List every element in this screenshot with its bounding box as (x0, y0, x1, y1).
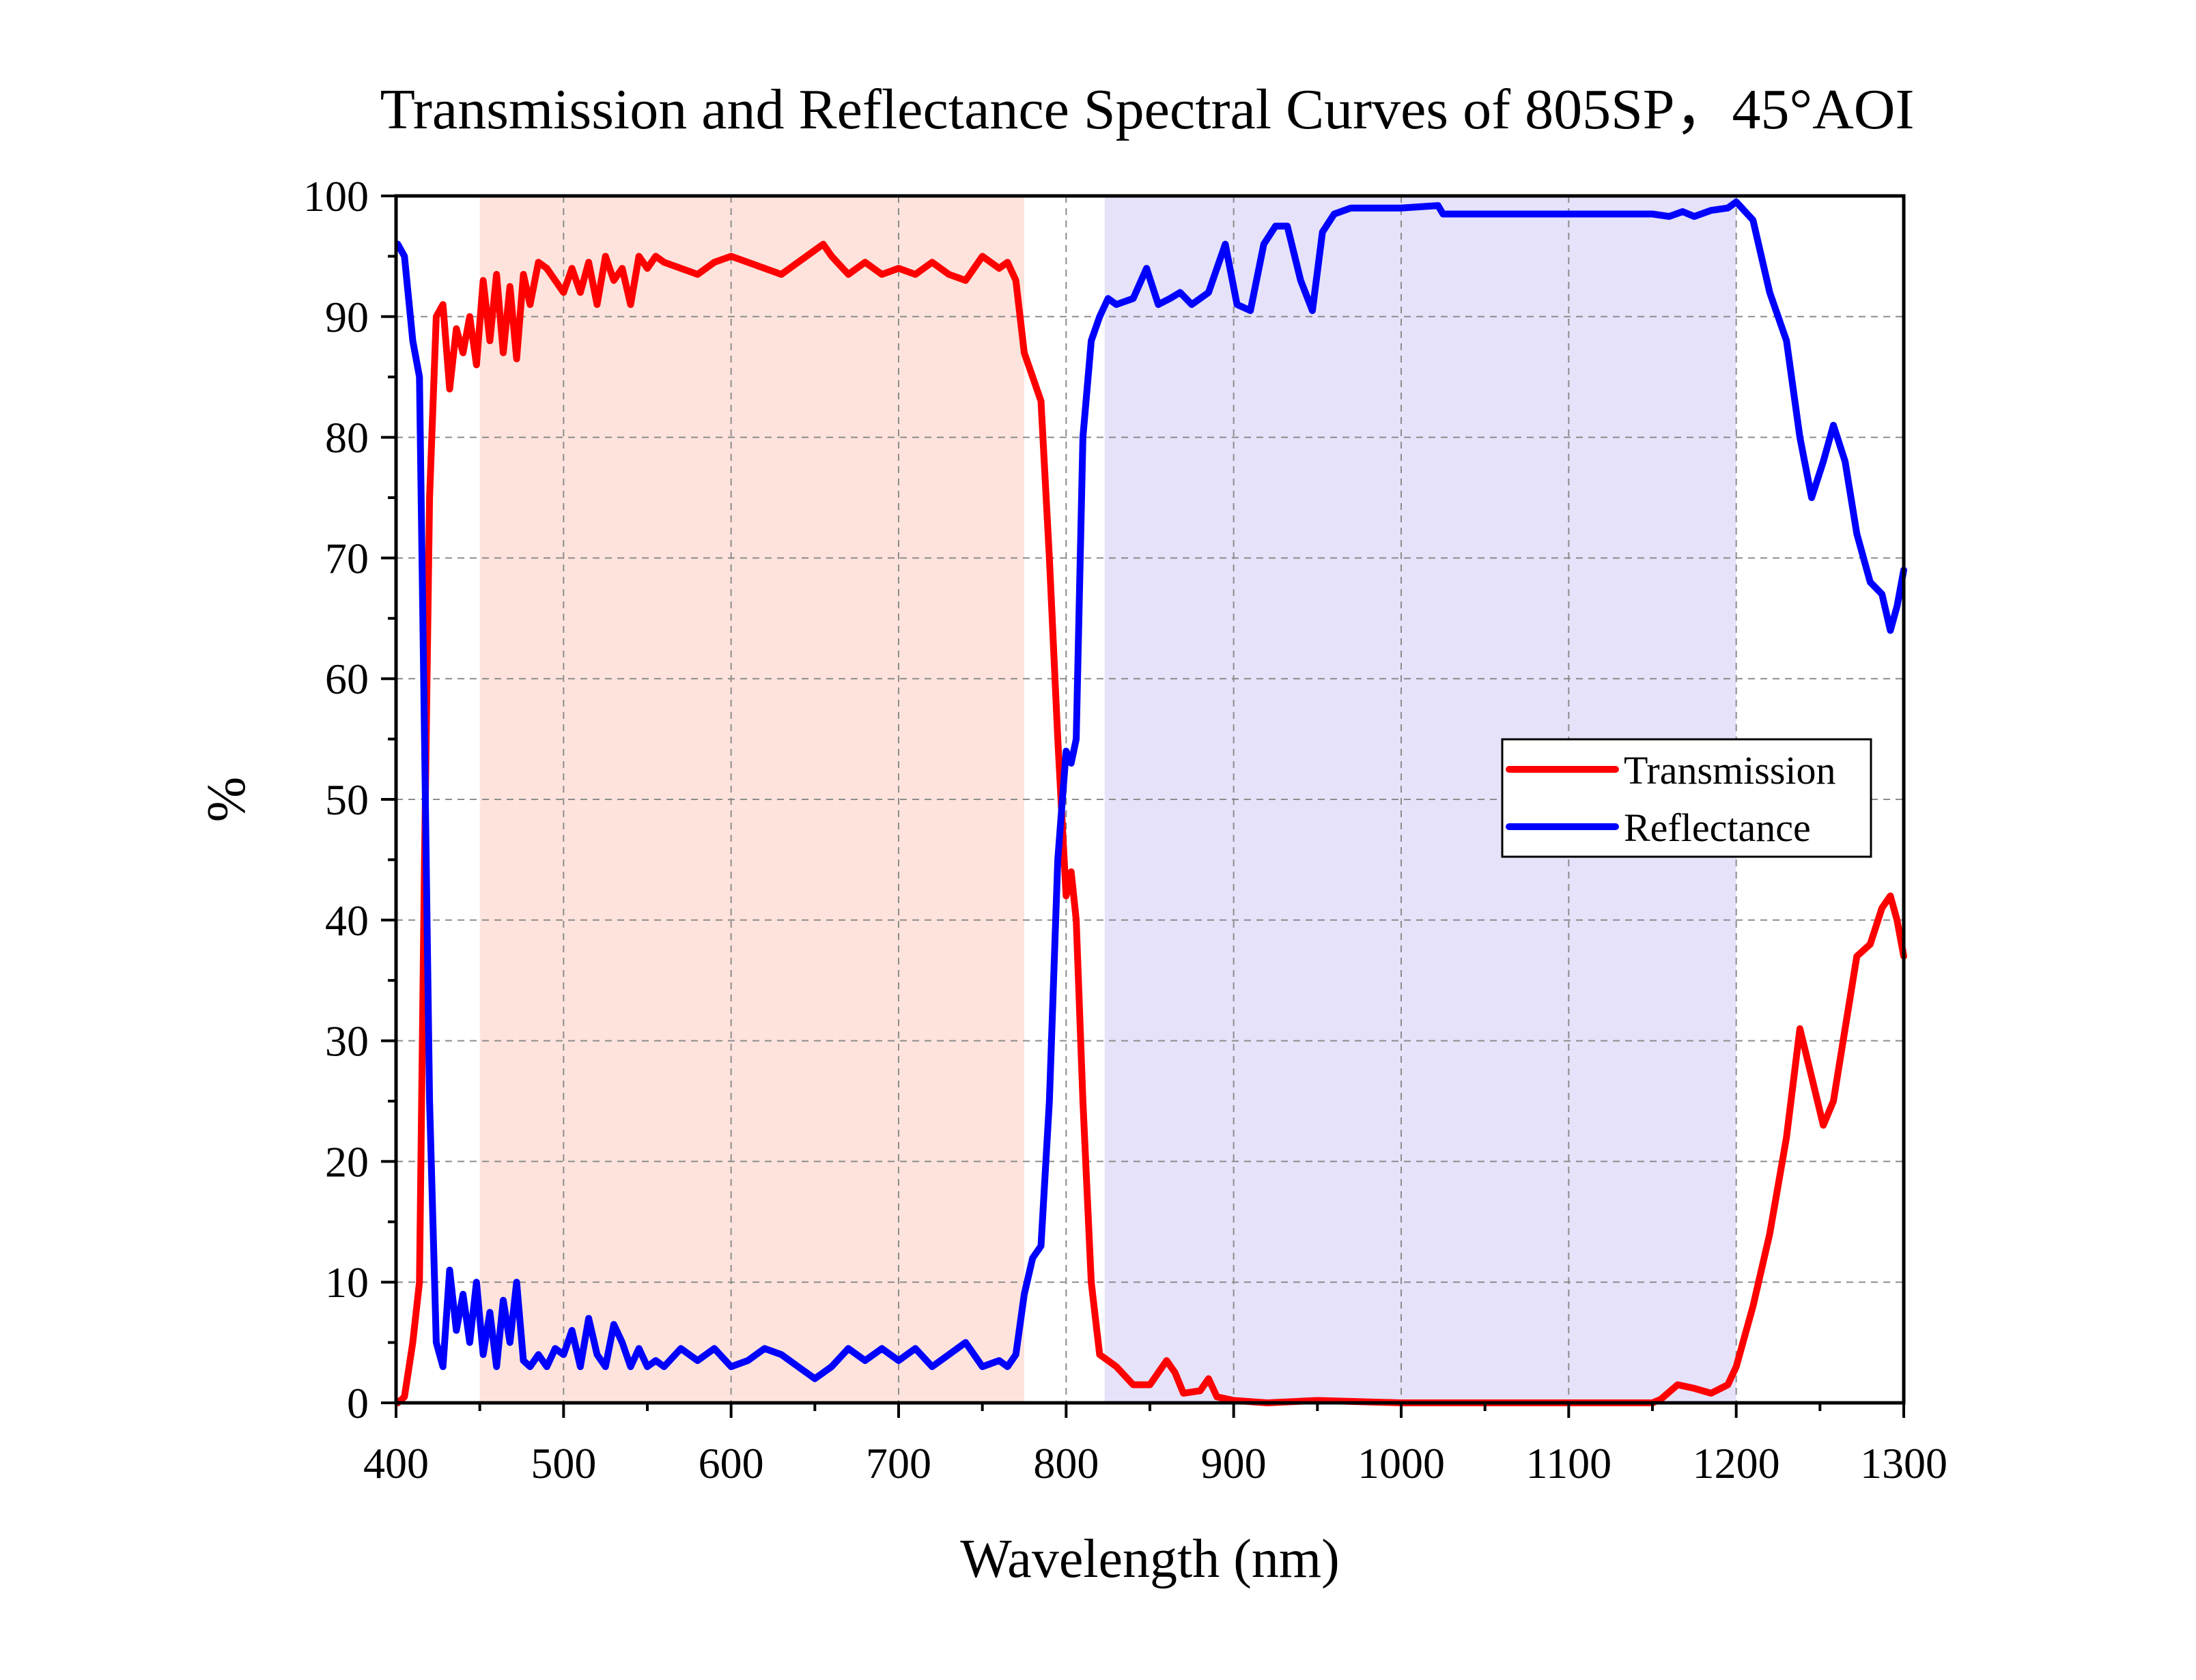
y-tick-label: 20 (325, 1137, 369, 1186)
axis-ticks: 400 500 600 700 800 900 1000 1100 1200 1300 0 10 20 3… (303, 172, 1947, 1487)
legend-label-transmission: Transmission (1624, 748, 1836, 793)
y-tick-label: 80 (325, 414, 369, 462)
x-tick-label: 600 (699, 1439, 764, 1487)
legend-box (1501, 738, 1872, 858)
y-tick-label: 30 (325, 1017, 369, 1066)
legend: Transmission Reflectance (1501, 738, 1872, 858)
x-axis-label: Wavelength (nm) (960, 1529, 1340, 1589)
y-tick-label: 70 (325, 534, 369, 582)
chart-title: Transmission and Reflectance Spectral Cu… (380, 78, 1915, 141)
y-axis-label: % (197, 777, 257, 823)
y-tick-label: 0 (347, 1379, 369, 1427)
x-tick-label: 1200 (1693, 1439, 1780, 1487)
x-tick-label: 500 (531, 1439, 596, 1487)
x-tick-label: 700 (866, 1439, 931, 1487)
series-line-transmission (394, 240, 1907, 1406)
x-tick-label: 1000 (1357, 1439, 1445, 1487)
y-tick-label: 10 (325, 1258, 369, 1307)
y-tick-label: 60 (325, 655, 369, 703)
x-tick-label: 400 (363, 1439, 429, 1487)
series-line-reflectance (394, 198, 1907, 1382)
x-tick-label: 1300 (1860, 1439, 1947, 1487)
legend-label-reflectance: Reflectance (1624, 806, 1811, 850)
x-tick-label: 800 (1033, 1439, 1099, 1487)
x-tick-label: 900 (1201, 1439, 1267, 1487)
y-tick-label: 100 (303, 172, 369, 220)
y-tick-label: 50 (325, 775, 369, 824)
y-tick-label: 40 (325, 896, 369, 945)
series-lines (394, 198, 1907, 1406)
x-tick-label: 1100 (1526, 1439, 1612, 1487)
y-tick-label: 90 (325, 293, 369, 341)
